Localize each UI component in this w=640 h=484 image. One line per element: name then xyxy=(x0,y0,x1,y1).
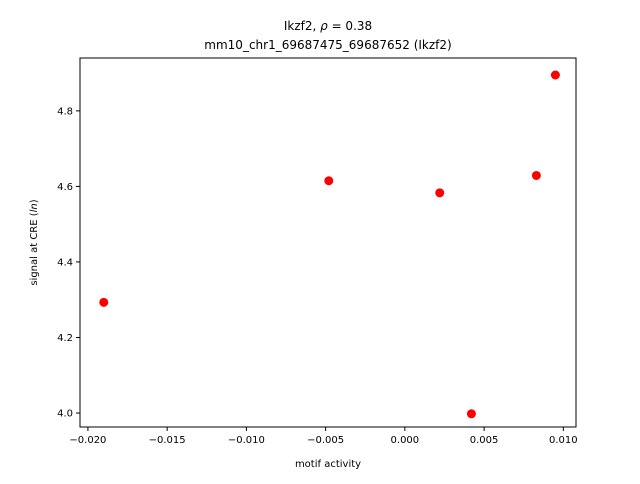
x-tick-label: −0.015 xyxy=(149,435,186,446)
data-point xyxy=(324,176,334,186)
x-tick-label: 0.000 xyxy=(391,435,420,446)
x-tick-label: −0.005 xyxy=(307,435,344,446)
chart-title-line2: mm10_chr1_69687475_69687652 (Ikzf2) xyxy=(204,38,451,52)
x-tick-label: −0.010 xyxy=(228,435,265,446)
y-tick-label: 4.4 xyxy=(57,257,73,268)
plot-area: −0.020 −0.015 −0.010 −0.005 0.000 0.005 0.010 4… xyxy=(57,70,578,446)
y-tick-label: 4.8 xyxy=(57,106,73,117)
data-point xyxy=(550,70,560,80)
y-tick-label: 4.0 xyxy=(57,409,73,420)
data-point xyxy=(466,409,476,419)
x-tick-label: −0.020 xyxy=(69,435,106,446)
data-point xyxy=(435,188,445,198)
y-axis-label: signal at CRE (ln) xyxy=(29,199,40,285)
x-tick-label: 0.005 xyxy=(470,435,499,446)
x-axis-label: motif activity xyxy=(295,459,361,470)
y-tick-label: 4.6 xyxy=(57,182,73,193)
data-point xyxy=(531,170,541,180)
data-point xyxy=(99,297,109,307)
x-tick-label: 0.010 xyxy=(549,435,578,446)
axes-frame xyxy=(79,57,577,428)
y-tick-label: 4.2 xyxy=(57,333,73,344)
chart-title-line1: Ikzf2, ρ = 0.38 xyxy=(284,19,372,33)
